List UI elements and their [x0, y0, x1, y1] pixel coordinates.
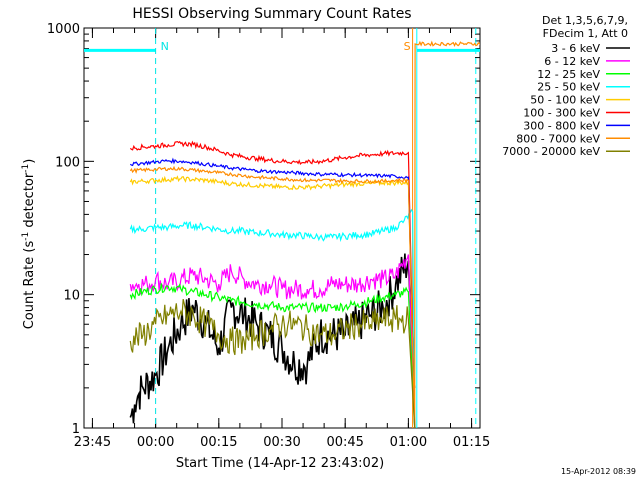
series-line — [129, 175, 416, 428]
y-tick-label: 1000 — [47, 22, 80, 37]
marker-label: S — [404, 40, 411, 53]
chart-title: HESSI Observing Summary Count Rates — [132, 6, 411, 22]
legend-entry-label: 800 - 7000 keV — [516, 132, 600, 145]
legend-entry-label: 6 - 12 keV — [544, 55, 600, 68]
x-tick-label: 23:45 — [74, 435, 111, 450]
plot-area: 1 10 100 1000 23:45 00:00 00:15 00:30 00:45 01:00… — [47, 22, 490, 450]
series-line — [129, 208, 416, 428]
y-axis-label-main: Count Rate (s — [22, 241, 37, 330]
y-axis-label-sup2: -1 — [21, 164, 31, 173]
series-line — [129, 254, 416, 428]
y-tick-label: 10 — [63, 289, 80, 304]
legend-header: Det 1,3,5,6,7,9, — [542, 14, 628, 27]
legend-header: FDecim 1, Att 0 — [543, 27, 628, 40]
legend-entry-label: 3 - 6 keV — [551, 42, 600, 55]
series-line — [129, 157, 416, 428]
legend-entry-label: 50 - 100 keV — [530, 94, 600, 107]
marker-label: N — [161, 40, 169, 53]
x-axis-label: Start Time (14-Apr-12 23:43:02) — [176, 456, 384, 471]
y-axis-label-mid: detector — [22, 172, 37, 232]
series-line — [129, 253, 416, 424]
series-group — [84, 28, 480, 428]
x-tick-label: 01:00 — [390, 435, 427, 450]
x-tick-label: 01:15 — [453, 435, 490, 450]
series-line — [129, 40, 480, 428]
x-tick-label: 00:15 — [200, 435, 237, 450]
legend-entry-label: 300 - 800 keV — [523, 119, 600, 132]
x-tick-label: 00:30 — [263, 435, 300, 450]
series-line — [129, 283, 416, 428]
legend-entry-label: 12 - 25 keV — [537, 68, 600, 81]
series-line — [129, 298, 416, 428]
footer-date: 15-Apr-2012 08:39 — [561, 467, 636, 476]
legend: Det 1,3,5,6,7,9,FDecim 1, Att 0 3 - 6 keV… — [502, 14, 630, 158]
x-tick-label: 00:45 — [326, 435, 363, 450]
legend-entry-label: 25 - 50 keV — [537, 81, 600, 94]
legend-entry-label: 7000 - 20000 keV — [502, 145, 600, 158]
legend-entry-label: 100 - 300 keV — [523, 107, 600, 120]
y-tick-label: 100 — [55, 155, 80, 170]
y-axis-label: Count Rate (s-1 detector-1) — [21, 159, 37, 330]
y-tick-label: 1 — [72, 422, 80, 437]
series-line — [129, 140, 416, 428]
y-axis-label-sup1: -1 — [21, 232, 31, 241]
y-axis-label-end: ) — [22, 159, 37, 164]
x-tick-label: 00:00 — [137, 435, 174, 450]
